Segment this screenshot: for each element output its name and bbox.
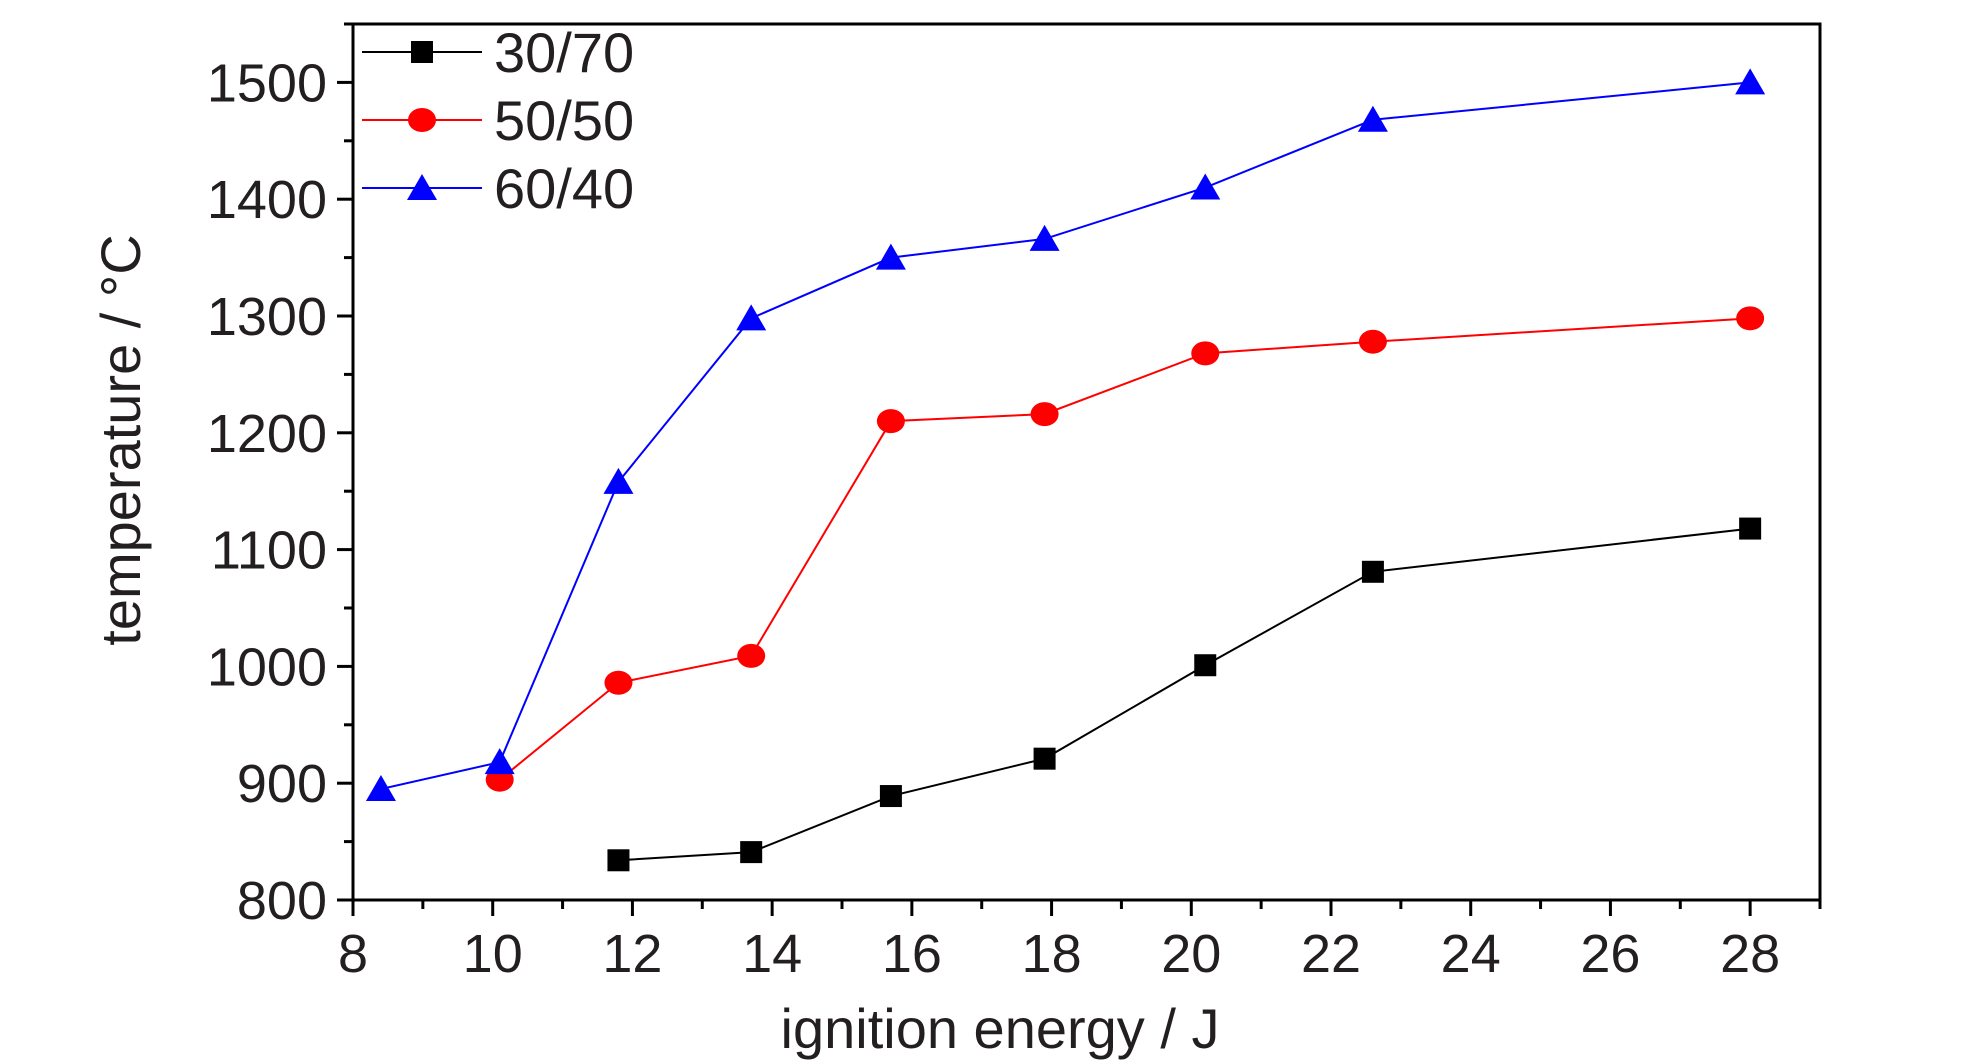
data-point (1190, 173, 1221, 200)
y-tick-label: 1300 (207, 287, 327, 347)
data-point (365, 775, 396, 802)
series-layer (365, 68, 1766, 872)
data-point (1361, 560, 1384, 583)
data-point (1736, 306, 1765, 331)
data-point (1194, 654, 1217, 677)
data-point (1739, 517, 1762, 540)
y-axis-ticks: 800 900 1000 1100 1200 1300 1400 1500 (207, 22, 353, 931)
x-tick-label: 14 (742, 924, 802, 984)
data-point (1191, 341, 1220, 366)
y-tick-label: 1500 (207, 53, 327, 113)
x-axis-label: ignition energy / J (781, 997, 1220, 1060)
y-tick-label: 800 (237, 871, 327, 931)
data-point (737, 643, 766, 668)
x-tick-label: 8 (338, 924, 368, 984)
x-tick-label: 22 (1301, 924, 1361, 984)
x-tick-label: 16 (882, 924, 942, 984)
data-point (1735, 68, 1766, 95)
x-tick-label: 10 (463, 924, 523, 984)
legend-marker (411, 41, 433, 63)
legend-marker (407, 174, 437, 200)
legend-label: 30/70 (494, 21, 634, 84)
series-line (499, 317, 1751, 781)
data-point (1030, 402, 1059, 427)
y-tick-label: 1400 (207, 170, 327, 230)
data-point (603, 467, 634, 494)
data-point (1358, 329, 1387, 354)
x-tick-label: 24 (1441, 924, 1501, 984)
data-point (740, 841, 763, 864)
data-point (604, 670, 633, 695)
x-tick-label: 28 (1720, 924, 1780, 984)
x-tick-label: 26 (1580, 924, 1640, 984)
data-point (736, 304, 767, 331)
series-30-70 (607, 517, 1762, 872)
legend-label: 60/40 (494, 157, 634, 220)
data-point (879, 785, 902, 808)
y-tick-label: 1000 (207, 637, 327, 697)
series-50-50 (485, 306, 1765, 792)
y-tick-label: 900 (237, 754, 327, 814)
data-point (1357, 105, 1388, 132)
series-60-40 (365, 68, 1766, 802)
data-point (484, 748, 515, 775)
x-axis-ticks: 8 10 12 14 16 18 20 22 24 26 28 (338, 900, 1822, 984)
plot-frame (351, 22, 1822, 902)
y-axis-label: temperature / °C (89, 234, 152, 645)
data-point (876, 409, 905, 434)
legend-label: 50/50 (494, 89, 634, 152)
legend-marker (408, 108, 436, 132)
x-tick-label: 20 (1161, 924, 1221, 984)
x-tick-label: 18 (1022, 924, 1082, 984)
y-tick-label: 1200 (207, 404, 327, 464)
y-tick-label: 1100 (211, 521, 327, 581)
data-point (607, 849, 630, 872)
data-point (875, 243, 906, 270)
data-point (1029, 224, 1060, 251)
data-point (1033, 747, 1056, 770)
x-tick-label: 12 (602, 924, 662, 984)
series-line (618, 527, 1751, 862)
